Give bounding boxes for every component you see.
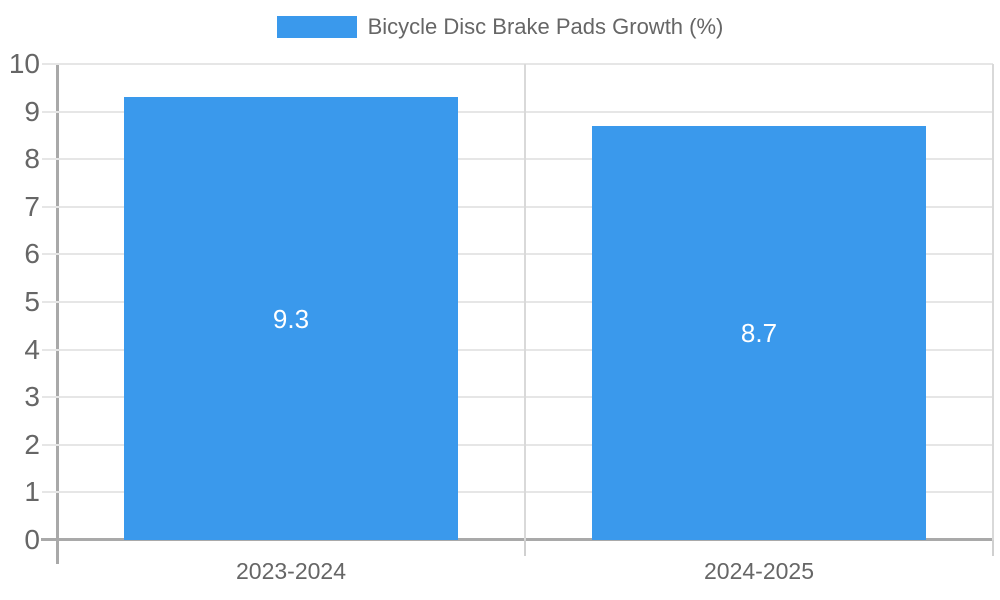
y-axis-tick-label: 6 (24, 238, 40, 270)
bar-value-label: 8.7 (740, 317, 778, 348)
bar-2023-2024[interactable]: 9.3 (123, 97, 459, 540)
y-axis-tick-label: 8 (24, 143, 40, 175)
y-gridline (42, 443, 993, 446)
y-axis-tick-label: 4 (24, 333, 40, 365)
x-axis-tick (992, 540, 994, 556)
y-gridline (42, 63, 993, 65)
plot-area: 0 1 2 3 4 5 6 7 8 9 10 9.3 2023-2024 8.7 2024-2025 (9, 50, 994, 584)
y-axis-tick-label: 7 (24, 190, 40, 222)
y-axis-tick-label: 9 (24, 95, 40, 127)
y-axis-tick-label: 5 (24, 286, 40, 317)
y-axis-tick-label: 2 (24, 428, 40, 460)
y-axis-tick-label: 10 (8, 48, 40, 79)
y-axis-tick-label: 1 (24, 476, 40, 508)
y-gridline (42, 301, 993, 303)
x-axis-category-label: 2024-2025 (704, 558, 814, 584)
x-axis-category-label: 2023-2024 (236, 558, 346, 584)
y-gridline (42, 110, 993, 113)
x-gridline (992, 64, 994, 540)
x-axis-tick (524, 540, 526, 556)
y-gridline (42, 491, 993, 494)
legend-label[interactable]: Bicycle Disc Brake Pads Growth (%) (367, 14, 724, 39)
y-gridline (42, 158, 993, 161)
bar-value-label: 9.3 (272, 303, 310, 334)
y-gridline (42, 205, 993, 208)
bar-2024-2025[interactable]: 8.7 (591, 125, 927, 540)
y-axis-tick-label: 0 (24, 524, 40, 555)
chart-legend[interactable]: Bicycle Disc Brake Pads Growth (%) (0, 14, 1000, 40)
x-axis-line (41, 538, 993, 541)
legend-swatch[interactable] (276, 16, 357, 38)
y-gridline (42, 396, 993, 399)
y-gridline (42, 253, 993, 256)
x-gridline (524, 64, 526, 540)
y-axis-line (56, 64, 59, 564)
y-gridline (42, 348, 993, 351)
y-axis-tick-label: 3 (24, 381, 40, 413)
